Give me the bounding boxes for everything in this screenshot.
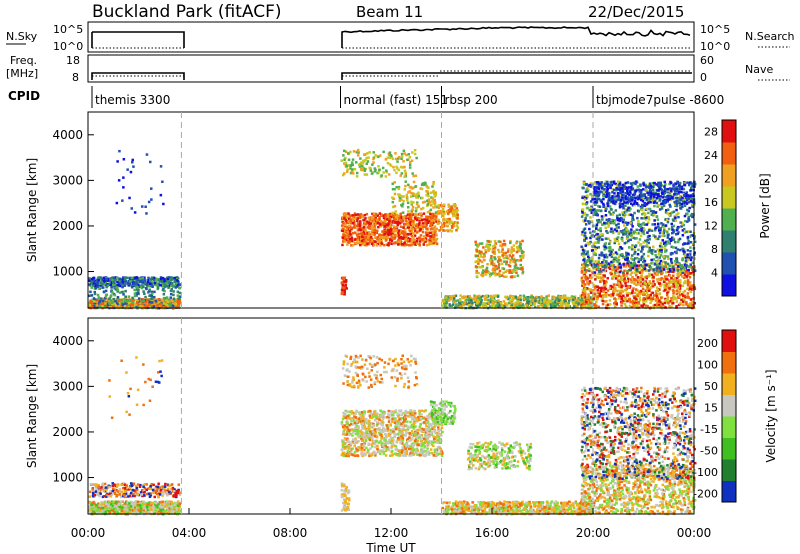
nsearch-label: N.Search [745,30,795,43]
x-axis-label: Time UT [365,541,416,554]
colorbar-tick-label: 15 [704,401,718,414]
power-data [88,148,697,310]
freq-panel: Freq. [MHz] 18 8 60 0 Nave [6,54,790,84]
freq-tick-bottom: 8 [72,71,79,84]
colorbar-swatch [722,437,736,460]
cpid-mode-label: normal (fast) 151 [344,93,448,107]
nsky-tick-bottom: 10^0 [53,40,83,53]
nave-trace [92,70,692,77]
nsearch-tick-top: 10^5 [700,23,730,36]
colorbar-tick-label: 12 [704,220,718,233]
colorbar-swatch [722,142,736,165]
velocity-colorbar: 200 100 50 15 -15 -50 -100 -200 [693,329,737,503]
cpid-mode-label: themis 3300 [95,93,170,107]
colorbar-tick-label: 100 [697,358,718,371]
date-title: 22/Dec/2015 [588,3,684,21]
x-tick-label: 16:00 [475,526,510,540]
x-tick-label: 00:00 [71,526,106,540]
cpid-mode-label: tbjmode7pulse -8600 [596,93,724,107]
x-tick-label: 20:00 [576,526,611,540]
freq-trace-2 [341,72,692,80]
y-tick-label: 4000 [52,334,83,348]
power-colorbar: 4 8 12 16 20 24 28 [704,119,737,297]
x-axis: 00:00 04:00 08:00 12:00 16:00 20:00 00:00 [71,508,712,540]
power-panel: Slant Range [km] 1000 2000 3000 4000 4 8 12 16… [25,111,772,310]
nsky-panel: N.Sky 10^5 10^0 10^5 10^0 N.Search [6,21,795,53]
colorbar-tick-label: 16 [704,196,718,209]
nsky-tick-top: 10^5 [53,23,83,36]
colorbar-tick-label: 8 [711,243,718,256]
velocity-panel: Slant Range [km] 1000 2000 3000 4000 200 100… [25,317,778,516]
colorbar-swatch [722,120,736,143]
y-tick-label: 3000 [52,173,83,187]
y-tick-label: 1000 [52,471,83,485]
freq-label-2: [MHz] [6,67,38,80]
nave-label: Nave [745,63,773,76]
colorbar-tick-label: 20 [704,173,718,186]
colorbar-swatch [722,252,736,275]
x-tick-label: 12:00 [374,526,409,540]
cpid-mode-label: rbsp 200 [445,93,498,107]
station-title: Buckland Park (fitACF) [92,2,282,22]
x-tick-label: 08:00 [273,526,308,540]
freq-tick-top: 18 [66,54,80,67]
y-tick-label: 4000 [52,128,83,142]
colorbar-swatch [722,208,736,231]
cpid-label: CPID [8,89,40,103]
colorbar-swatch [722,186,736,209]
power-ylabel: Slant Range [km] [25,158,39,262]
x-tick-label: 04:00 [172,526,207,540]
y-tick-label: 2000 [52,219,83,233]
colorbar-tick-label: -50 [700,444,718,457]
y-tick-label: 1000 [52,265,83,279]
x-tick-label: 00:00 [677,526,712,540]
nave-tick-top: 60 [700,54,714,67]
colorbar-tick-label: 24 [704,149,718,162]
colorbar-swatch [722,480,736,503]
y-tick-label: 3000 [52,379,83,393]
colorbar-swatch [722,230,736,253]
colorbar-tick-label: 4 [711,267,718,280]
nave-tick-bottom: 0 [700,71,707,84]
colorbar-tick-label: -100 [693,466,718,479]
freq-label-1: Freq. [10,54,37,67]
colorbar-swatch [722,330,736,352]
colorbar-swatch [722,351,736,374]
nsearch-tick-bottom: 10^0 [700,40,730,53]
colorbar-tick-label: 50 [704,380,718,393]
beam-title: Beam 11 [356,3,423,21]
velocity-ylabel: Slant Range [km] [25,364,39,468]
nsky-trace-1 [91,31,185,48]
colorbar-swatch [722,274,736,297]
colorbar-tick-label: -200 [693,487,718,500]
colorbar-tick-label: -15 [700,423,718,436]
nsky-label: N.Sky [6,30,38,43]
velocity-colorbar-label: Velocity [m s⁻¹] [764,369,778,462]
colorbar-tick-label: 28 [704,126,718,139]
colorbar-swatch [722,373,736,395]
colorbar-swatch [722,394,736,417]
colorbar-swatch [722,164,736,187]
colorbar-swatch [722,416,736,438]
colorbar-tick-label: 200 [697,337,718,350]
velocity-data [88,354,697,516]
colorbar-swatch [722,459,736,481]
y-tick-label: 2000 [52,425,83,439]
power-colorbar-label: Power [dB] [758,173,772,238]
nsky-trace-2 [341,26,691,48]
